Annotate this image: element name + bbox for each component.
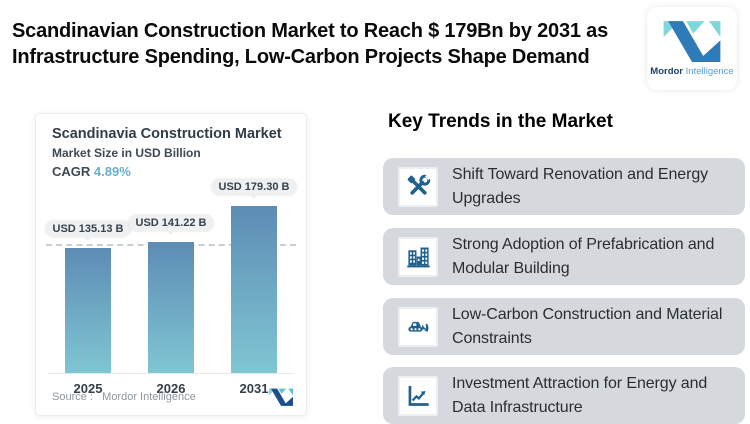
trend-label: Low-Carbon Construction and Material Con… xyxy=(452,305,723,347)
bar-value-label: USD 135.13 B xyxy=(45,221,131,241)
chart-card: Scandinavia Construction Market Market S… xyxy=(35,113,307,416)
buildings-icon xyxy=(406,247,430,268)
cagr-label: CAGR xyxy=(52,164,91,179)
trend-label: Strong Adoption of Prefabrication and Mo… xyxy=(452,235,715,277)
axis-year-label: 2025 xyxy=(73,381,103,396)
bulldozer-icon xyxy=(407,321,428,332)
source-label: Source : xyxy=(52,391,93,403)
source-row: Source : Mordor Intelligence xyxy=(52,388,293,406)
trend-label: Shift Toward Renovation and Energy Upgra… xyxy=(452,165,709,207)
trend-label: Investment Attraction for Energy and Dat… xyxy=(452,374,708,416)
icon-box xyxy=(398,375,438,416)
trends-heading: Key Trends in the Market xyxy=(388,111,613,132)
cagr-row: CAGR 4.89% xyxy=(52,164,290,179)
brand-name-secondary: Intelligence xyxy=(685,66,734,77)
source-value: Mordor Intelligence xyxy=(102,391,196,403)
axis-year-label: 2031 xyxy=(239,381,269,396)
trend-card-low-carbon: Low-Carbon Construction and Material Con… xyxy=(383,298,745,355)
page-title: Scandinavian Construction Market to Reac… xyxy=(12,20,608,68)
x-axis-line xyxy=(48,373,294,374)
brand-card: Mordor Intelligence xyxy=(647,7,737,90)
chart-subtitle: Market Size in USD Billion xyxy=(52,146,201,160)
trend-card-renovation: Shift Toward Renovation and Energy Upgra… xyxy=(383,158,745,215)
trend-card-investment: Investment Attraction for Energy and Dat… xyxy=(383,367,745,424)
bars-group: USD 135.13 B USD 141.22 B USD 179.30 B xyxy=(45,179,297,374)
bar-column: USD 141.22 B xyxy=(128,184,214,374)
bar-column: USD 135.13 B xyxy=(45,184,131,374)
mini-logo-icon xyxy=(269,388,293,406)
bar-2025 xyxy=(65,248,111,374)
axis-year-label: 2026 xyxy=(156,381,186,396)
plot-area: USD 135.13 B USD 141.22 B USD 179.30 B xyxy=(45,179,297,374)
source-text: Source : Mordor Intelligence xyxy=(52,391,196,403)
chart-title: Scandinavia Construction Market xyxy=(52,126,282,142)
icon-box xyxy=(398,306,438,347)
brand-name: Mordor Intelligence xyxy=(650,66,733,77)
icon-box xyxy=(398,236,438,277)
tools-icon xyxy=(407,173,432,195)
trend-card-prefabrication: Strong Adoption of Prefabrication and Mo… xyxy=(383,228,745,285)
chart-growth-icon xyxy=(408,385,429,406)
bar-2031 xyxy=(231,206,277,374)
brand-logo-icon xyxy=(663,21,721,62)
bar-value-label: USD 179.30 B xyxy=(211,179,297,199)
brand-name-primary: Mordor xyxy=(650,66,683,77)
bar-value-label: USD 141.22 B xyxy=(128,215,214,235)
bar-2026 xyxy=(148,242,194,374)
icon-box xyxy=(398,166,438,207)
x-axis-labels: 2025 2026 2031 xyxy=(52,381,290,396)
cagr-value: 4.89% xyxy=(93,164,131,179)
bar-column: USD 179.30 B xyxy=(211,179,297,374)
